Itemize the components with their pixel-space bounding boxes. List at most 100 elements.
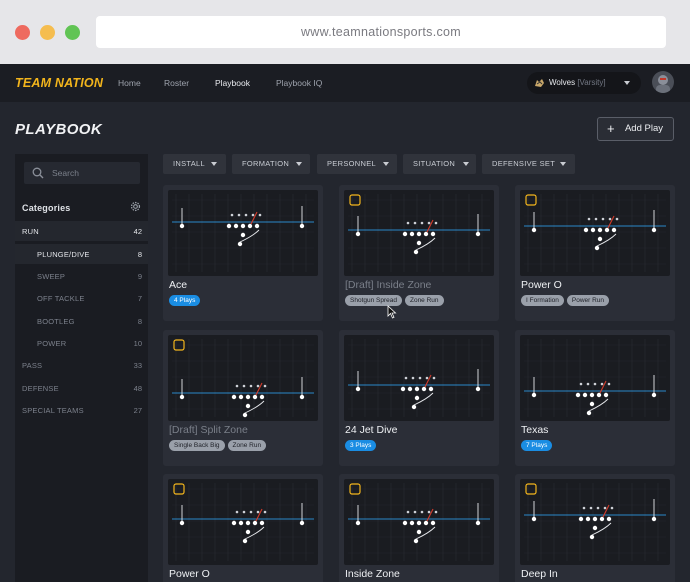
category-sweep[interactable]: SWEEP 9 [15,266,148,286]
play-tag[interactable]: 4 Plays [169,295,201,306]
position-highlight [349,483,361,495]
team-nation-logo[interactable]: TEAM NATION [15,76,104,90]
defender-marker [601,217,605,221]
play-tags: Shotgun Spread Zone Run [345,295,447,306]
play-card-draft-inside-zone[interactable]: [Draft] Inside Zone Shotgun Spread Zone Ru… [339,185,499,321]
nav-roster[interactable]: Roster [164,78,190,88]
defender-marker [420,221,424,225]
play-diagram-svg [348,194,490,272]
play-card-inside-zone[interactable]: Inside Zone [339,474,499,582]
maximize-window-dot[interactable] [65,25,80,40]
nav-playbook[interactable]: Playbook [215,78,250,88]
play-card-24-jet-dive[interactable]: 24 Jet Dive 3 Plays [339,330,499,466]
defender-marker [610,506,614,510]
play-card-power-o[interactable]: Power O I Formation Power Run [515,185,675,321]
page-title: PLAYBOOK [15,121,103,138]
filter-personnel[interactable]: PERSONNEL [317,154,397,174]
receiver-marker [355,231,361,237]
close-window-dot[interactable] [15,25,30,40]
play-tag[interactable]: Shotgun Spread [345,295,402,306]
nav-home[interactable]: Home [118,78,141,88]
defender-marker [579,382,583,386]
play-card-ace[interactable]: Ace 4 Plays [163,185,323,321]
play-tag[interactable]: 7 Plays [521,440,553,451]
running-back-marker [242,538,248,544]
play-diagram [520,335,670,421]
play-title: Texas [521,424,549,436]
team-name-label: Wolves [Varsity] [549,78,606,87]
category-count: 27 [133,406,142,415]
player-marker [599,516,605,522]
player-marker [583,227,589,233]
minimize-window-dot[interactable] [40,25,55,40]
add-play-button[interactable]: + Add Play [597,117,674,141]
defender-marker [594,217,598,221]
play-tag[interactable]: Power Run [566,295,610,306]
url-bar[interactable]: www.teamnationsports.com [96,16,666,48]
category-label: SPECIAL TEAMS [22,406,84,415]
running-back-marker [242,412,248,418]
defender-marker [413,510,417,514]
category-bootleg[interactable]: BOOTLEG 8 [15,311,148,331]
filter-defensive-set[interactable]: DEFENSIVE SET [482,154,575,174]
running-back-marker [586,410,592,416]
category-label: POWER [37,339,67,348]
category-count: 8 [137,250,142,259]
user-avatar[interactable] [652,71,674,93]
receiver-marker [299,520,305,526]
filter-install[interactable]: INSTALL [163,154,226,174]
play-card-draft-split-zone[interactable]: [Draft] Split Zone Single Back Big Zone Ru… [163,330,323,466]
running-back-marker [411,404,417,410]
category-label: DEFENSE [22,384,59,393]
search-icon [32,167,44,179]
category-pass[interactable]: PASS 33 [15,355,148,375]
play-card-deep-in[interactable]: Deep In [515,474,675,582]
filter-label: DEFENSIVE SET [492,159,556,168]
play-tags: 7 Plays [521,440,555,451]
player-marker [578,516,584,522]
player-marker [611,227,617,233]
defender-marker [600,382,604,386]
filter-formation[interactable]: FORMATION [232,154,310,174]
run-path [255,508,263,522]
chevron-down-icon [383,162,389,166]
gear-icon[interactable] [130,201,141,212]
play-title: 24 Jet Dive [345,424,398,436]
quarterback-marker [245,403,251,409]
defender-marker [249,510,253,514]
play-tag[interactable]: Single Back Big [169,440,225,451]
play-card-power-o-2[interactable]: Power O [163,474,323,582]
defender-marker [242,510,246,514]
defender-marker [251,213,255,217]
player-marker [592,516,598,522]
ball-carrier-path [596,233,617,247]
category-count: 42 [133,227,142,236]
ball-carrier-path [244,400,265,414]
run-path [424,374,432,388]
running-back-marker [594,245,600,251]
category-defense[interactable]: DEFENSE 48 [15,378,148,398]
category-label: PLUNGE/DIVE [37,250,90,259]
category-special-teams[interactable]: SPECIAL TEAMS 27 [15,400,148,420]
play-tag[interactable]: Zone Run [227,440,267,451]
play-tag[interactable]: 3 Plays [345,440,377,451]
category-run[interactable]: RUN 42 [15,221,148,241]
player-marker [240,223,246,229]
play-diagram [520,479,670,565]
ball-carrier-path [415,526,436,540]
category-plunge-dive[interactable]: PLUNGE/DIVE 8 [15,244,148,264]
category-power[interactable]: POWER 10 [15,333,148,353]
search-input[interactable]: Search [24,162,140,184]
play-card-texas[interactable]: Texas 7 Plays [515,330,675,466]
running-back-marker [237,241,243,247]
nav-playbook-iq[interactable]: Playbook IQ [276,78,323,88]
play-tag[interactable]: I Formation [521,295,564,306]
player-marker [238,520,244,526]
filter-situation[interactable]: SITUATION [403,154,476,174]
play-tag[interactable]: Zone Run [404,295,444,306]
ball-carrier-path [588,398,609,412]
team-selector[interactable]: Wolves [Varsity] [527,72,641,94]
category-off-tackle[interactable]: OFF TACKLE 7 [15,288,148,308]
defender-marker [263,510,267,514]
